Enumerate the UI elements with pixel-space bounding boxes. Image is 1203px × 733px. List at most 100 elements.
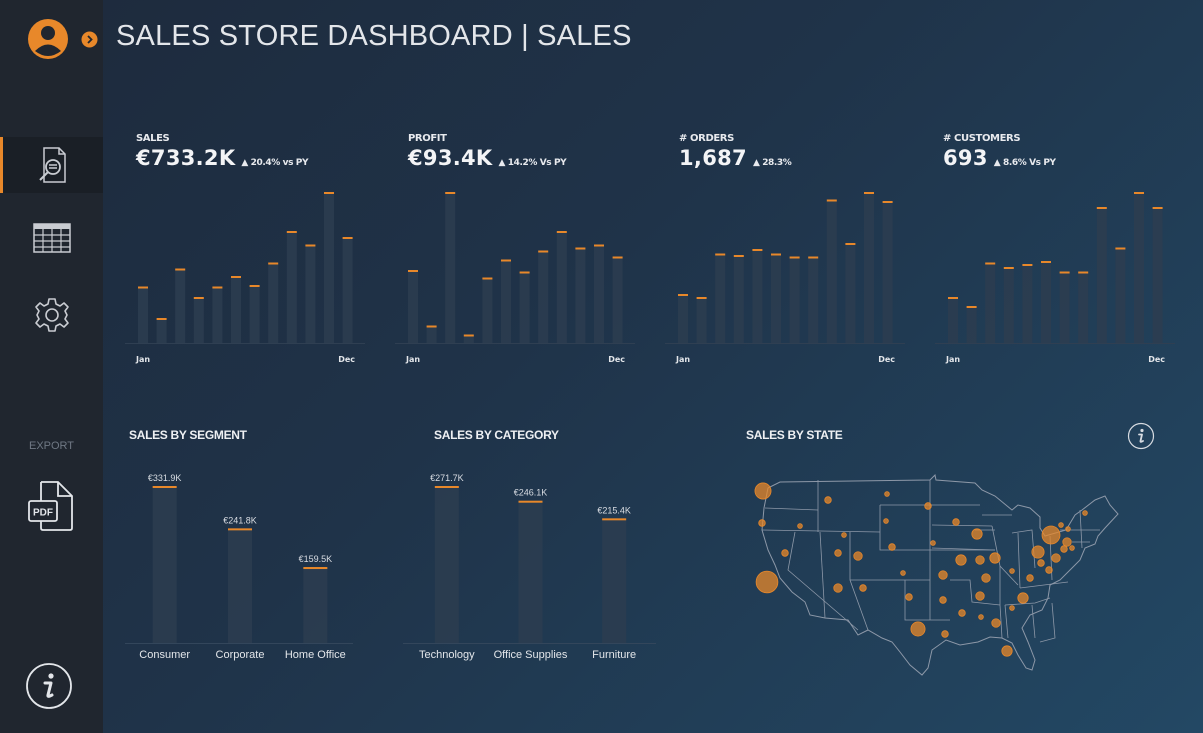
bar-sep[interactable]	[1096, 208, 1107, 343]
state-bubble-oh[interactable]	[989, 552, 1001, 564]
bar-jun[interactable]	[1041, 262, 1051, 343]
bar-sep[interactable]	[826, 200, 837, 344]
bar-jul[interactable]	[519, 272, 530, 344]
bar-nov[interactable]	[324, 193, 334, 343]
bar-sep[interactable]	[556, 232, 567, 343]
state-bubble-or[interactable]	[758, 519, 766, 527]
export-pdf-button[interactable]: PDF	[27, 480, 75, 532]
bar-technology[interactable]	[434, 487, 459, 643]
state-bubble-ma[interactable]	[1062, 537, 1072, 547]
category-bar-chart[interactable]: €271.7K Technology €246.1K Office Supplies €…	[403, 465, 658, 675]
state-bubble-in[interactable]	[975, 555, 985, 565]
bar-mar[interactable]	[985, 263, 996, 344]
state-bubble-ia[interactable]	[930, 540, 936, 546]
state-bubble-la[interactable]	[941, 630, 949, 638]
bar-may[interactable]	[1022, 265, 1033, 343]
state-bubble-de[interactable]	[1045, 566, 1053, 574]
expand-sidebar-button[interactable]	[81, 31, 98, 48]
state-bubble-ca[interactable]	[755, 570, 779, 594]
state-bubble-ga[interactable]	[991, 618, 1001, 628]
bar-dec[interactable]	[612, 257, 623, 344]
state-bubble-sc[interactable]	[1009, 605, 1015, 611]
bar-apr[interactable]	[733, 256, 744, 343]
state-bubble-nv[interactable]	[781, 549, 789, 557]
state-bubble-ne[interactable]	[888, 543, 896, 551]
sidebar-item-report[interactable]	[0, 137, 103, 193]
state-bubble-ct[interactable]	[1060, 545, 1068, 553]
segment-bar-chart[interactable]: €331.9K Consumer €241.8K Corporate €159.5K Ho…	[125, 465, 355, 675]
bar-dec[interactable]	[1152, 208, 1163, 343]
bar-furniture[interactable]	[602, 519, 627, 643]
bar-jun[interactable]	[231, 277, 241, 343]
sales-by-state-map[interactable]	[750, 470, 1140, 685]
bar-aug[interactable]	[538, 251, 549, 344]
bar-apr[interactable]	[193, 298, 204, 343]
bar-office-supplies[interactable]	[518, 501, 543, 643]
state-bubble-mo[interactable]	[938, 570, 948, 580]
bar-may[interactable]	[482, 278, 493, 344]
state-bubble-mn[interactable]	[924, 502, 932, 510]
bar-jun[interactable]	[501, 260, 511, 344]
bar-oct[interactable]	[845, 244, 856, 343]
bar-mar[interactable]	[445, 193, 456, 343]
state-bubble-me[interactable]	[1082, 510, 1088, 516]
state-bubble-ar[interactable]	[939, 596, 947, 604]
state-bubble-wy[interactable]	[841, 532, 847, 538]
bar-mar[interactable]	[715, 254, 726, 344]
bar-may[interactable]	[752, 250, 763, 343]
bar-dec[interactable]	[882, 202, 893, 343]
state-bubble-ri[interactable]	[1069, 545, 1075, 551]
bar-feb[interactable]	[426, 326, 437, 344]
bar-dec[interactable]	[342, 238, 353, 343]
bar-apr[interactable]	[463, 335, 474, 344]
state-bubble-tx[interactable]	[910, 621, 926, 637]
bar-feb[interactable]	[696, 298, 707, 343]
sidebar-item-table[interactable]	[0, 210, 103, 266]
bar-nov[interactable]	[594, 245, 604, 344]
bar-may[interactable]	[212, 287, 223, 344]
bar-jul[interactable]	[789, 257, 800, 344]
state-bubble-va[interactable]	[1026, 574, 1034, 582]
bar-jan[interactable]	[408, 271, 418, 343]
state-bubble-il[interactable]	[955, 554, 967, 566]
state-bubble-nd[interactable]	[884, 491, 890, 497]
bar-jan[interactable]	[948, 298, 958, 343]
state-bubble-wv[interactable]	[1009, 568, 1015, 574]
bar-jul[interactable]	[249, 286, 260, 343]
state-bubble-ut[interactable]	[834, 549, 842, 557]
bar-mar[interactable]	[175, 269, 186, 344]
bar-aug[interactable]	[268, 263, 279, 344]
bar-nov[interactable]	[1134, 193, 1144, 343]
state-bubble-tn[interactable]	[975, 591, 985, 601]
orders-monthly-chart[interactable]: Jan Dec	[665, 185, 910, 370]
bar-apr[interactable]	[1003, 268, 1014, 343]
bar-nov[interactable]	[864, 193, 874, 343]
bar-consumer[interactable]	[152, 487, 177, 643]
state-bubble-ky[interactable]	[981, 573, 991, 583]
state-bubble-wi[interactable]	[952, 518, 960, 526]
state-bubble-ms[interactable]	[958, 609, 966, 617]
state-bubble-mt[interactable]	[824, 496, 832, 504]
state-bubble-ok[interactable]	[905, 593, 913, 601]
state-bubble-pa[interactable]	[1031, 545, 1045, 559]
state-bubble-fl[interactable]	[1001, 645, 1013, 657]
bar-feb[interactable]	[966, 307, 977, 343]
user-avatar-button[interactable]	[27, 18, 69, 60]
state-bubble-az[interactable]	[833, 583, 843, 593]
customers-monthly-chart[interactable]: Jan Dec	[935, 185, 1180, 370]
profit-monthly-chart[interactable]: Jan Dec	[395, 185, 640, 370]
state-bubble-sd[interactable]	[883, 518, 889, 524]
bar-aug[interactable]	[1078, 272, 1089, 344]
bar-home-office[interactable]	[303, 568, 328, 643]
state-bubble-nm[interactable]	[859, 584, 867, 592]
state-bubble-nc[interactable]	[1017, 592, 1029, 604]
bar-jan[interactable]	[138, 287, 148, 344]
state-bubble-nj[interactable]	[1051, 553, 1061, 563]
state-bubble-co[interactable]	[853, 551, 863, 561]
sidebar-item-settings[interactable]	[0, 287, 103, 343]
sales-monthly-chart[interactable]: Jan Dec	[125, 185, 370, 370]
state-bubble-al[interactable]	[978, 614, 984, 620]
state-bubble-nh[interactable]	[1065, 526, 1071, 532]
bar-oct[interactable]	[1115, 248, 1126, 344]
bar-jun[interactable]	[771, 254, 781, 344]
